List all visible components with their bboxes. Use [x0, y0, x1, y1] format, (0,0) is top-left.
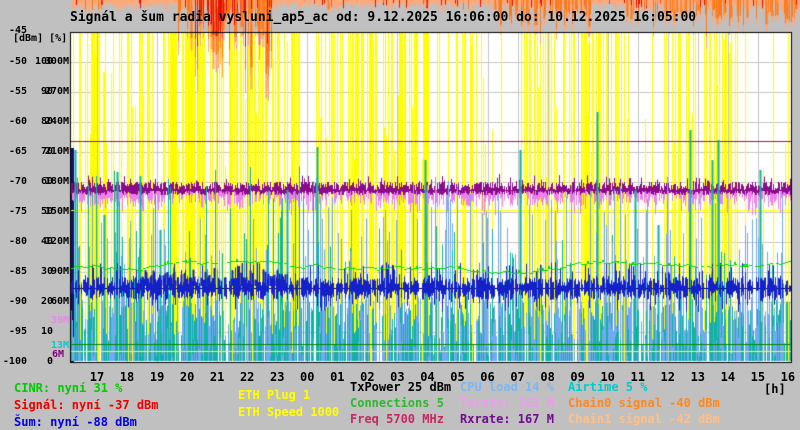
radio-signal-graph-page: Signál a šum radia vysluni_ap5_ac od: 9.… [0, 0, 800, 430]
chart-title: Signál a šum radia vysluni_ap5_ac od: 9.… [70, 11, 696, 24]
y-axis-unit-label: [dBm] [%] [13, 34, 67, 44]
signal-noise-chart-canvas [0, 0, 800, 430]
x-axis-unit-label: [h] [764, 383, 786, 395]
